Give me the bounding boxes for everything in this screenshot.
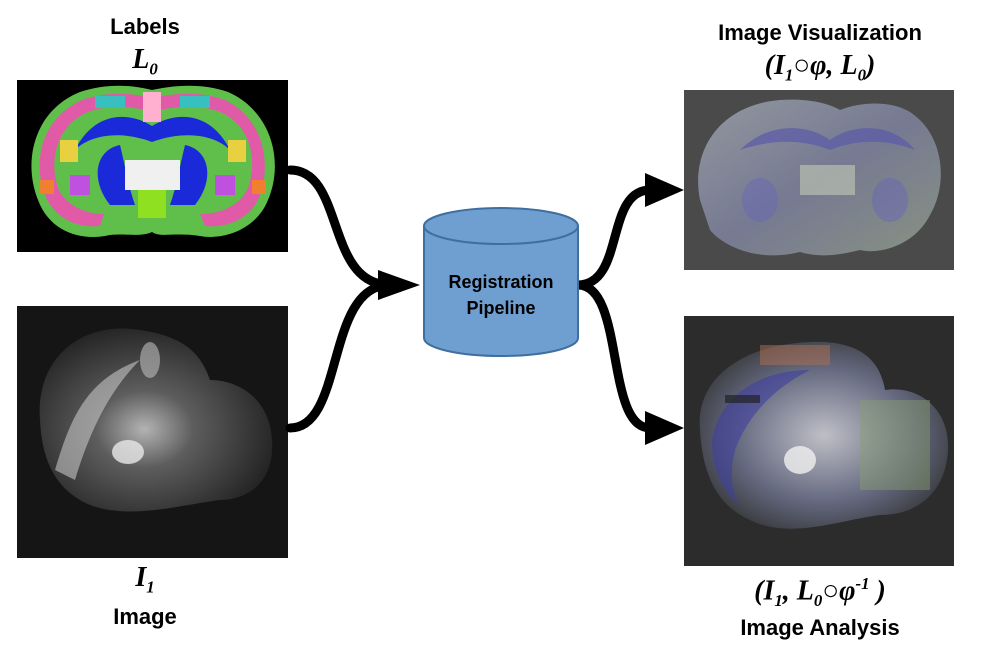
analysis-panel [684,316,954,566]
labels-symbol: L0 [132,44,158,79]
analysis-title: Image Analysis [740,615,900,640]
arrow-heads [378,173,684,445]
visualization-title: Image Visualization [718,20,922,45]
pipeline-line1: Registration [448,272,553,292]
arrowhead-pipeline-in [378,270,420,300]
image-symbol: I1 [135,562,155,597]
atlas-cortex-band [39,93,265,227]
atlas-corpus-callosum [75,116,230,150]
analysis-formula: (I1, L0○φ-1 ) [754,574,886,610]
arrow-pipeline-to-analysis [573,280,655,433]
arrow-image-to-pipeline [285,280,395,433]
registration-pipeline-cylinder: Registration Pipeline [423,207,579,357]
labels-atlas-panel [17,80,288,252]
labels-title: Labels [110,14,180,39]
image-panel [17,306,288,558]
image-brain-section [39,328,273,512]
flow-arrows [285,165,655,433]
arrow-pipeline-to-visualization [573,185,655,290]
visualization-formula: (I1○φ, L0) [764,50,876,85]
pipeline-line2: Pipeline [466,298,535,318]
arrowhead-analysis [645,411,684,445]
arrow-labels-to-pipeline [285,165,395,290]
arrowhead-visualization [645,173,684,207]
image-title: Image [113,604,177,629]
visualization-panel [684,90,954,270]
